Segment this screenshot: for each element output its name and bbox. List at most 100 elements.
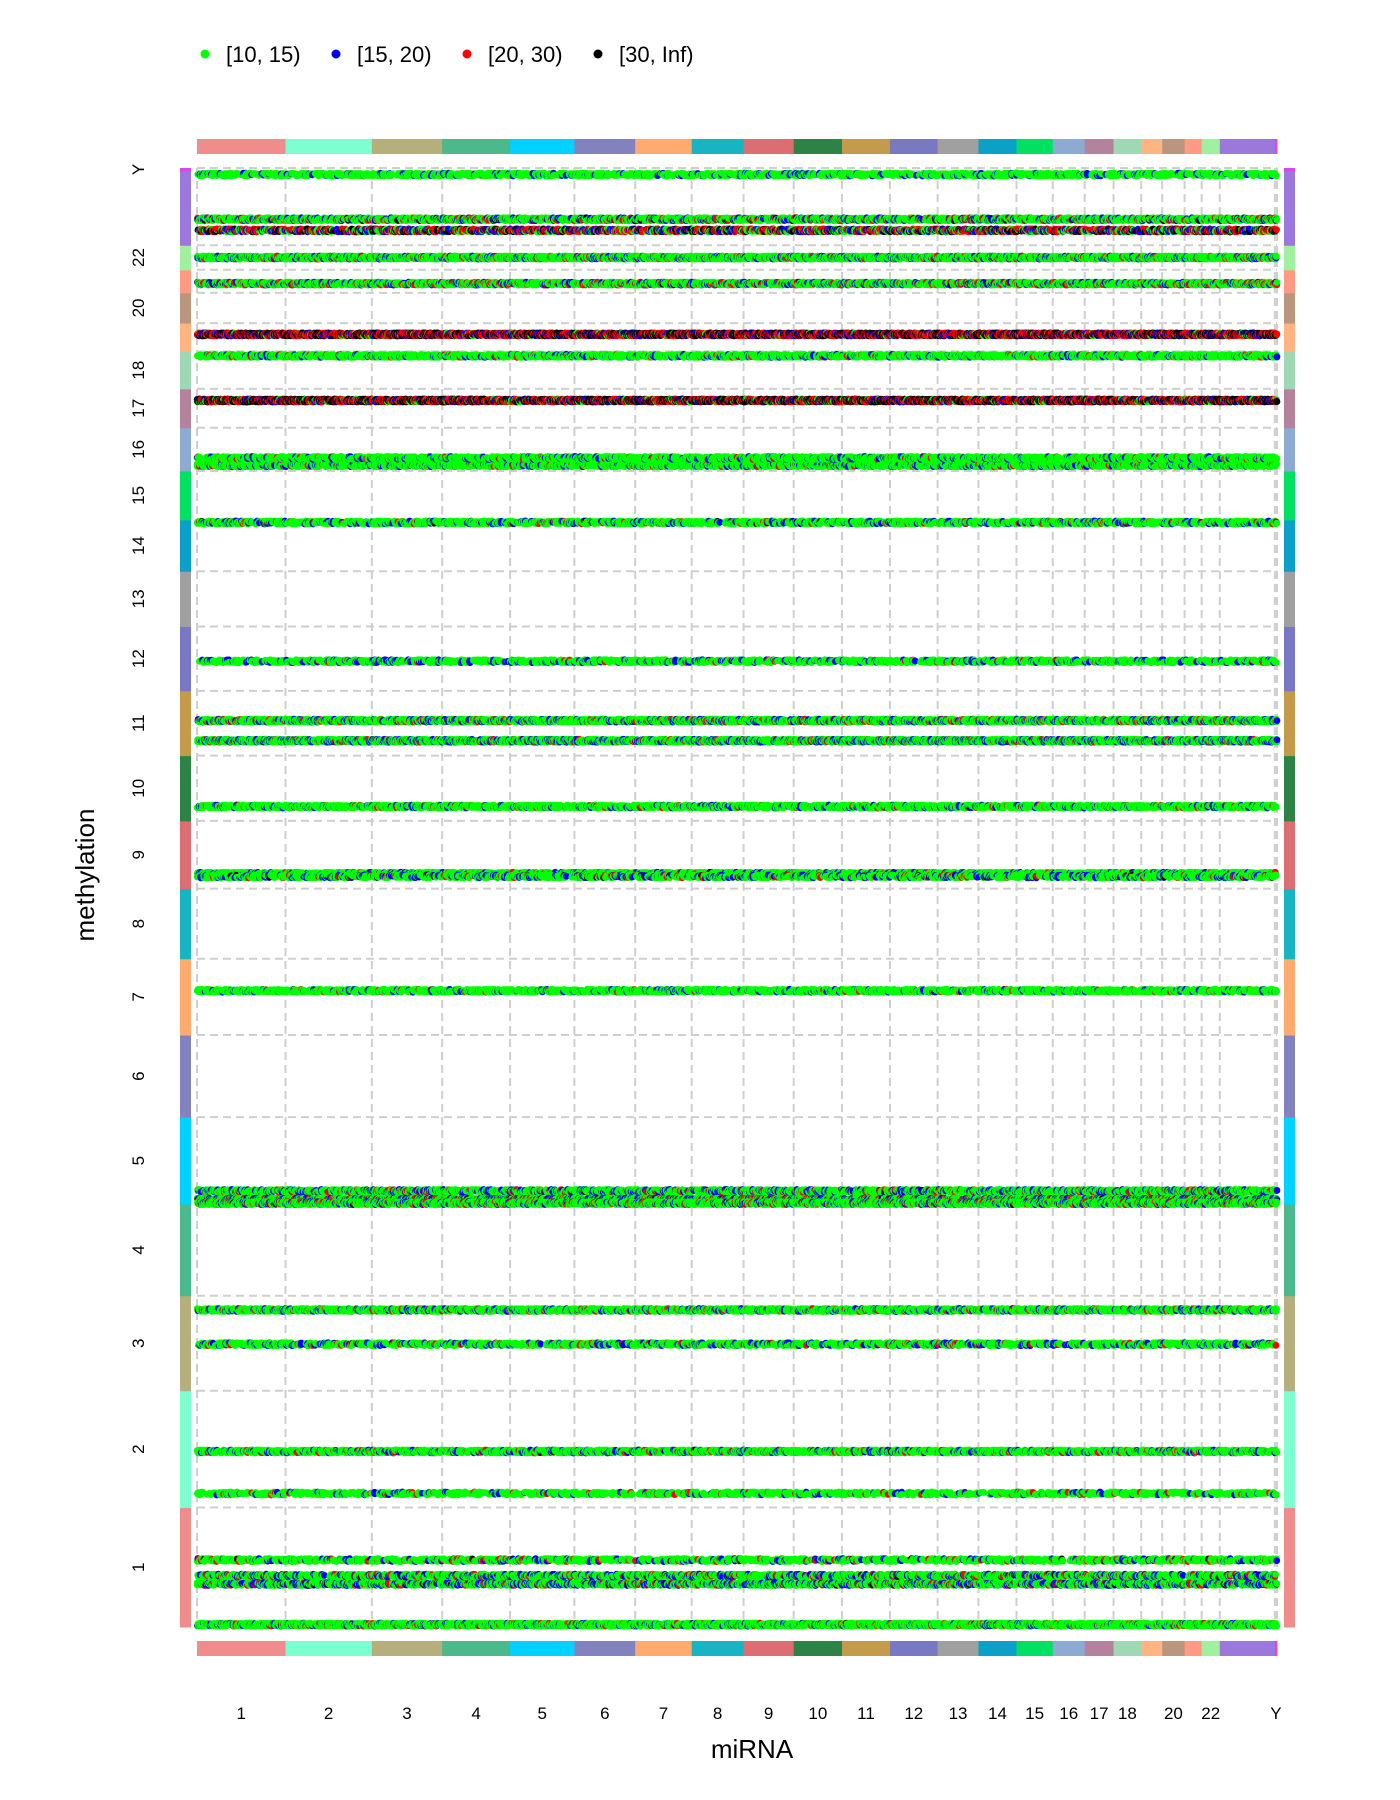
chromosome-band-bottom: [978, 1641, 1017, 1656]
chromosome-band-top: [1275, 139, 1278, 154]
chromosome-band-left: [180, 691, 191, 756]
chromosome-band-bottom: [1185, 1641, 1203, 1656]
chromosome-band-bottom: [744, 1641, 795, 1656]
chromosome-band-bottom: [1141, 1641, 1162, 1656]
chromosome-band-top: [510, 139, 575, 154]
chromosome-band-right: [1284, 821, 1295, 889]
chromosome-band-right: [1284, 471, 1295, 520]
chromosome-band-right: [1284, 1391, 1295, 1508]
chromosome-band-right: [1284, 520, 1295, 572]
chromosome-band-top: [442, 139, 510, 154]
chromosome-band-right: [1284, 293, 1295, 324]
chromosome-band-bottom: [1275, 1641, 1278, 1656]
chromosome-band-bottom: [842, 1641, 890, 1656]
chromosome-band-bottom: [635, 1641, 692, 1656]
chromosome-band-left: [180, 168, 191, 171]
chromosome-band-bottom: [1053, 1641, 1085, 1656]
chromosome-band-left: [180, 323, 191, 352]
chromosome-band-top: [1162, 139, 1185, 154]
legend-marker: [463, 50, 472, 59]
legend-marker: [201, 50, 210, 59]
chromosome-band-bottom: [442, 1641, 510, 1656]
legend-label: [10, 15): [226, 42, 301, 67]
chromosome-band-top: [890, 139, 938, 154]
chromosome-band-right: [1284, 270, 1295, 294]
chromosome-band-top: [1114, 139, 1142, 154]
chromosome-band-top: [794, 139, 843, 154]
chromosome-band-right: [1284, 1296, 1295, 1392]
chromosome-band-top: [1141, 139, 1162, 154]
legend-label: [30, Inf): [619, 42, 694, 67]
chromosome-band-bottom: [692, 1641, 744, 1656]
chromosome-band-right: [1284, 959, 1295, 1036]
chromosome-band-right: [1284, 428, 1295, 472]
chromosome-band-right: [1284, 171, 1295, 246]
chromosome-band-right: [1284, 245, 1295, 270]
chromosome-bands: [180, 139, 1295, 1656]
chromosome-band-left: [180, 889, 191, 960]
chromosome-band-right: [1284, 351, 1295, 389]
legend-marker: [332, 50, 341, 59]
chromosome-band-right: [1284, 1507, 1295, 1627]
chromosome-band-left: [180, 1296, 191, 1392]
chromosome-band-left: [180, 1507, 191, 1627]
chromosome-band-right: [1284, 756, 1295, 822]
chromosome-band-right: [1284, 889, 1295, 960]
chromosome-band-bottom: [197, 1641, 286, 1656]
chromosome-band-top: [372, 139, 443, 154]
legend: [10, 15) [15, 20) [20, 30) [30, Inf): [201, 42, 694, 67]
chromosome-band-right: [1284, 1117, 1295, 1204]
chromosome-band-left: [180, 756, 191, 822]
chromosome-band-top: [938, 139, 979, 154]
chromosome-band-left: [180, 821, 191, 889]
chromosome-band-top: [1053, 139, 1085, 154]
chromosome-band-top: [197, 139, 286, 154]
chromosome-band-top: [692, 139, 744, 154]
chromosome-band-bottom: [372, 1641, 443, 1656]
chromosome-band-top: [1220, 139, 1276, 154]
chromosome-band-top: [1085, 139, 1114, 154]
chromosome-band-right: [1284, 389, 1295, 428]
chromosome-band-right: [1284, 571, 1295, 627]
chromosome-band-left: [180, 520, 191, 572]
chromosome-band-left: [180, 626, 191, 691]
chromosome-band-left: [180, 389, 191, 428]
grid-lines: [197, 168, 1277, 1627]
chromosome-band-left: [180, 571, 191, 627]
legend-label: [20, 30): [488, 42, 563, 67]
chromosome-band-left: [180, 1391, 191, 1508]
chromosome-band-top: [744, 139, 795, 154]
chromosome-band-top: [978, 139, 1017, 154]
chromosome-band-bottom: [1202, 1641, 1221, 1656]
chromosome-band-left: [180, 245, 191, 270]
chromosome-band-bottom: [574, 1641, 635, 1656]
chromosome-band-left: [180, 1204, 191, 1296]
legend-marker: [594, 50, 603, 59]
chromosome-band-bottom: [1017, 1641, 1054, 1656]
chromosome-band-bottom: [1220, 1641, 1276, 1656]
chromosome-band-left: [180, 959, 191, 1036]
chromosome-band-bottom: [890, 1641, 938, 1656]
chromosome-band-bottom: [794, 1641, 843, 1656]
chromosome-band-bottom: [1085, 1641, 1114, 1656]
chromosome-band-bottom: [285, 1641, 372, 1656]
chromosome-band-top: [635, 139, 692, 154]
legend-label: [15, 20): [357, 42, 432, 67]
chromosome-band-left: [180, 171, 191, 246]
chromosome-band-top: [1202, 139, 1221, 154]
chromosome-band-left: [180, 428, 191, 472]
chromosome-band-right: [1284, 168, 1295, 171]
chromosome-band-top: [1017, 139, 1054, 154]
chromosome-band-right: [1284, 626, 1295, 691]
chromosome-band-top: [574, 139, 635, 154]
chromosome-band-left: [180, 351, 191, 389]
chromosome-band-right: [1284, 1035, 1295, 1118]
chromosome-band-left: [180, 1117, 191, 1204]
chromosome-band-right: [1284, 323, 1295, 352]
chromosome-band-left: [180, 1035, 191, 1118]
chromosome-band-right: [1284, 691, 1295, 756]
chromosome-band-top: [1185, 139, 1203, 154]
chromosome-band-bottom: [938, 1641, 979, 1656]
chromosome-band-top: [285, 139, 372, 154]
